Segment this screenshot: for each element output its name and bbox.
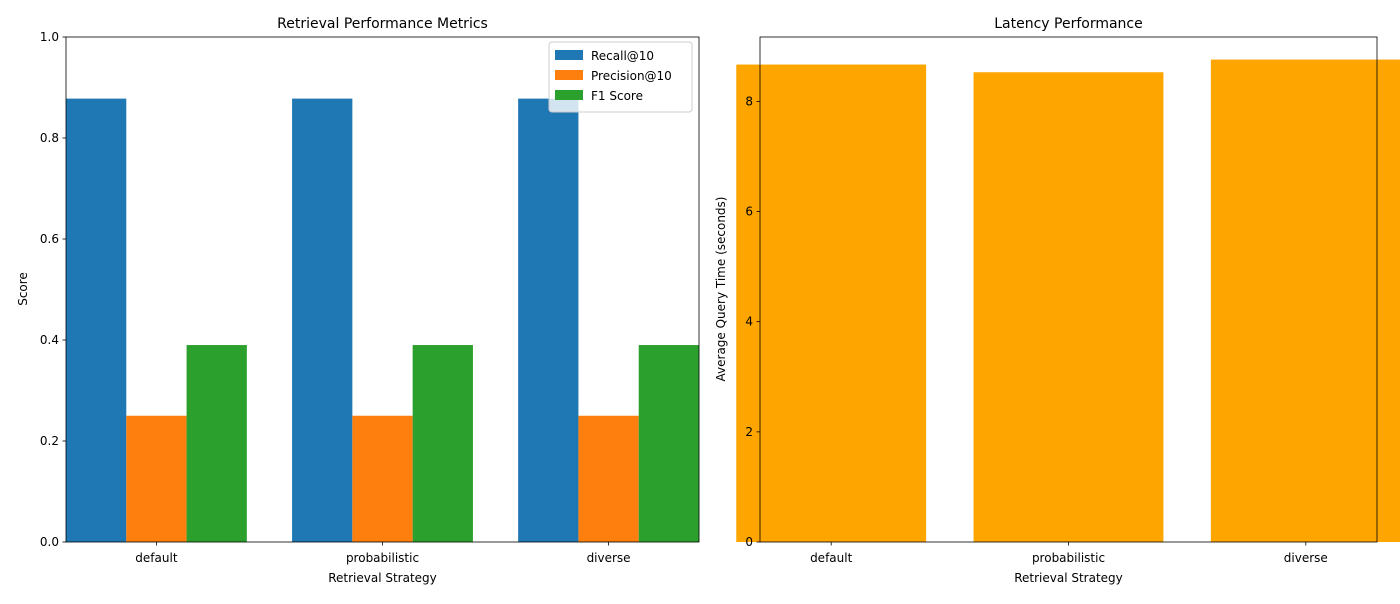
y-tick-label: 8	[745, 94, 753, 108]
legend-label: Recall@10	[591, 49, 654, 63]
latency-chart: Latency Performance Retrieval Strategy A…	[714, 16, 1400, 585]
y-tick-label: 0.0	[40, 535, 59, 549]
x-tick-label: diverse	[587, 551, 631, 565]
x-axis-label: Retrieval Strategy	[328, 571, 437, 585]
latency-bar	[736, 64, 927, 543]
chart-title: Retrieval Performance Metrics	[277, 16, 488, 32]
f1-score-bar	[412, 345, 473, 542]
y-tick-label: 0.4	[40, 333, 59, 347]
legend-swatch	[555, 90, 583, 100]
x-tick-label: probabilistic	[346, 551, 419, 565]
chart-title: Latency Performance	[994, 16, 1143, 32]
y-tick-label: 6	[745, 205, 753, 219]
plot-area: 0.0 0.2 0.4 0.6 0.8 1.0 default probabilistic di…	[40, 30, 700, 565]
x-tick-label: probabilistic	[1032, 551, 1105, 565]
retrieval-metrics-chart: Retrieval Performance Metrics Retrieval …	[16, 16, 700, 585]
y-tick-label: 0	[745, 535, 753, 549]
recall-10-bar	[292, 98, 353, 543]
x-tick-label: default	[810, 551, 853, 565]
legend-swatch	[555, 70, 583, 80]
precision-10-bar	[126, 415, 187, 542]
plot-area: 0 2 4 6 8 default probabilistic diverse	[736, 36, 1400, 565]
y-tick-label: 1.0	[40, 30, 59, 44]
legend-label: F1 Score	[591, 89, 643, 103]
y-tick-label: 2	[745, 425, 753, 439]
f1-score-bar	[638, 345, 699, 542]
x-tick-label: default	[135, 551, 178, 565]
precision-10-bar	[578, 415, 639, 542]
recall-10-bar	[66, 98, 127, 543]
legend: Recall@10 Precision@10 F1 Score	[548, 41, 693, 113]
x-tick-label: diverse	[1284, 551, 1328, 565]
legend-swatch	[555, 50, 583, 60]
precision-10-bar	[352, 415, 413, 542]
f1-score-bar	[186, 345, 247, 542]
y-axis-label: Average Query Time (seconds)	[714, 197, 728, 382]
y-tick-label: 0.8	[40, 131, 59, 145]
y-tick-label: 0.6	[40, 232, 59, 246]
recall-10-bar	[518, 98, 579, 543]
y-axis-label: Score	[16, 272, 30, 306]
latency-bar	[1210, 59, 1400, 542]
x-axis-label: Retrieval Strategy	[1014, 571, 1123, 585]
legend-label: Precision@10	[591, 69, 672, 83]
y-tick-label: 0.2	[40, 434, 59, 448]
y-tick-label: 4	[745, 315, 753, 329]
latency-bar	[973, 72, 1164, 543]
legend-box	[548, 41, 693, 113]
